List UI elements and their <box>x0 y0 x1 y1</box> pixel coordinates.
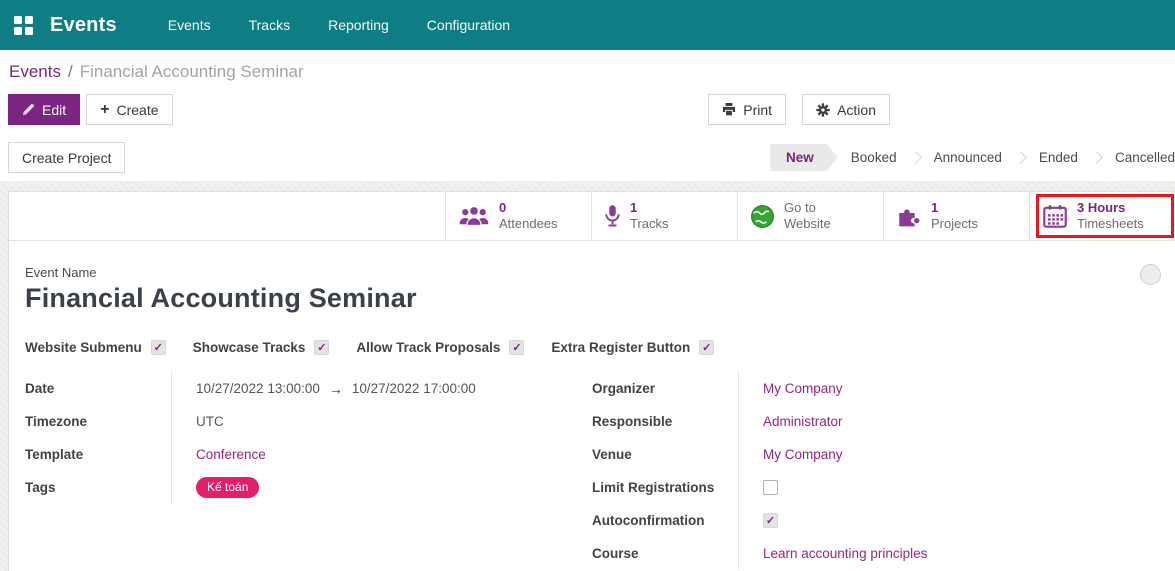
calendar-icon <box>1043 204 1067 228</box>
toggle-showcase-tracks: Showcase Tracks <box>193 340 330 355</box>
field-row-date: Date 10/27/2022 13:00:00 → 10/27/2022 17… <box>25 372 592 405</box>
left-field-group: Date 10/27/2022 13:00:00 → 10/27/2022 17… <box>25 372 592 570</box>
stage-booked[interactable]: Booked <box>850 150 897 165</box>
stat-button-attendees[interactable]: 0 Attendees <box>445 192 591 240</box>
create-button[interactable]: + Create <box>86 94 173 125</box>
content-background: 0 Attendees 1 Tracks <box>0 181 1175 571</box>
template-link[interactable]: Conference <box>196 447 266 462</box>
stat-button-projects[interactable]: 1 Projects <box>883 192 1029 240</box>
stat-button-go-to-website[interactable]: Go to Website <box>737 192 883 240</box>
limit-registrations-checkbox[interactable] <box>763 480 778 495</box>
nav-item-configuration[interactable]: Configuration <box>426 17 511 33</box>
venue-link[interactable]: My Company <box>763 447 843 462</box>
stat-value: 1 <box>931 200 939 215</box>
form-sheet: 0 Attendees 1 Tracks <box>8 191 1175 571</box>
action-button[interactable]: Action <box>802 94 890 125</box>
statusbar-stages: New Booked Announced Ended Cancelled <box>770 144 1175 171</box>
breadcrumb-current: Financial Accounting Seminar <box>79 62 304 81</box>
globe-icon <box>751 204 774 228</box>
stat-label: Website <box>784 216 831 231</box>
microphone-icon <box>605 204 620 228</box>
date-end-value: 10/27/2022 17:00:00 <box>351 381 476 396</box>
field-row-tags: Tags Kế toán <box>25 471 592 504</box>
field-row-course: Course Learn accounting principles <box>592 537 1159 570</box>
print-button[interactable]: Print <box>708 94 787 125</box>
status-row: Create Project New Booked Announced Ende… <box>8 142 1175 181</box>
breadcrumb-separator: / <box>67 62 73 81</box>
button-row: Edit + Create Print <box>8 94 1175 125</box>
nav-item-events[interactable]: Events <box>167 17 211 33</box>
field-row-autoconfirmation: Autoconfirmation <box>592 504 1159 537</box>
chevron-right-icon <box>1090 151 1103 164</box>
right-field-group: Organizer My Company Responsible Adminis… <box>592 372 1159 570</box>
stat-value: Go to <box>784 200 816 215</box>
pencil-icon <box>22 103 35 116</box>
stage-new[interactable]: New <box>770 144 838 171</box>
organizer-link[interactable]: My Company <box>763 381 843 396</box>
field-row-limit-registrations: Limit Registrations <box>592 471 1159 504</box>
stat-label: Attendees <box>499 216 558 231</box>
stat-button-tracks[interactable]: 1 Tracks <box>591 192 737 240</box>
showcase-tracks-checkbox[interactable] <box>314 340 330 355</box>
stage-cancelled[interactable]: Cancelled <box>1114 150 1175 165</box>
stat-value: 1 <box>630 200 638 215</box>
plus-icon: + <box>100 100 110 118</box>
nav-item-tracks[interactable]: Tracks <box>248 17 291 33</box>
stat-label: Tracks <box>630 216 669 231</box>
puzzle-icon <box>897 205 921 227</box>
toggle-extra-register-button: Extra Register Button <box>551 340 715 355</box>
stat-value: 3 Hours <box>1077 200 1126 215</box>
field-groups: Date 10/27/2022 13:00:00 → 10/27/2022 17… <box>25 372 1159 570</box>
gear-icon <box>816 102 830 117</box>
chevron-right-icon <box>908 151 922 164</box>
edit-button[interactable]: Edit <box>8 94 81 125</box>
stage-announced[interactable]: Announced <box>933 150 1002 165</box>
control-panel: Events / Financial Accounting Seminar Edit… <box>0 50 1175 181</box>
toggle-allow-track-proposals: Allow Track Proposals <box>356 340 525 355</box>
stage-ended[interactable]: Ended <box>1038 150 1078 165</box>
field-row-venue: Venue My Company <box>592 438 1159 471</box>
field-row-responsible: Responsible Administrator <box>592 405 1159 438</box>
arrow-right-icon: → <box>328 380 343 397</box>
form-body: Event Name Financial Accounting Seminar … <box>9 241 1175 570</box>
tag-badge: Kế toán <box>196 477 260 498</box>
breadcrumb-parent-link[interactable]: Events <box>9 62 61 81</box>
extra-register-button-checkbox[interactable] <box>699 340 715 355</box>
field-row-organizer: Organizer My Company <box>592 372 1159 405</box>
app-brand: Events <box>50 13 117 36</box>
breadcrumb: Events / Financial Accounting Seminar <box>8 60 1175 84</box>
stat-button-timesheets[interactable]: 3 Hours Timesheets <box>1029 192 1175 240</box>
toggle-website-submenu: Website Submenu <box>25 340 166 355</box>
stat-label: Projects <box>931 216 978 231</box>
allow-track-proposals-checkbox[interactable] <box>509 340 525 355</box>
event-name-label: Event Name <box>25 265 97 280</box>
stat-value: 0 <box>499 200 507 215</box>
stat-label: Timesheets <box>1077 216 1144 231</box>
date-start-value: 10/27/2022 13:00:00 <box>196 381 320 396</box>
chevron-right-icon <box>1014 151 1027 164</box>
responsible-link[interactable]: Administrator <box>763 414 843 429</box>
field-row-template: Template Conference <box>25 438 592 471</box>
event-name-title: Financial Accounting Seminar <box>25 283 417 313</box>
timezone-value: UTC <box>196 414 224 429</box>
nav-item-reporting[interactable]: Reporting <box>328 17 389 33</box>
users-icon <box>459 206 489 227</box>
field-row-timezone: Timezone UTC <box>25 405 592 438</box>
apps-grid-icon[interactable] <box>14 15 33 35</box>
toggle-row: Website Submenu Showcase Tracks Allow Tr… <box>25 340 1159 355</box>
printer-icon <box>722 103 736 116</box>
create-project-button[interactable]: Create Project <box>8 142 126 173</box>
course-link[interactable]: Learn accounting principles <box>763 546 928 561</box>
website-submenu-checkbox[interactable] <box>150 340 166 355</box>
autoconfirmation-checkbox[interactable] <box>763 513 778 528</box>
top-navbar: Events Events Tracks Reporting Configura… <box>0 0 1175 50</box>
status-circle-indicator[interactable] <box>1140 264 1161 285</box>
secondary-buttons: Print <box>708 94 890 125</box>
stat-button-row: 0 Attendees 1 Tracks <box>9 192 1175 241</box>
